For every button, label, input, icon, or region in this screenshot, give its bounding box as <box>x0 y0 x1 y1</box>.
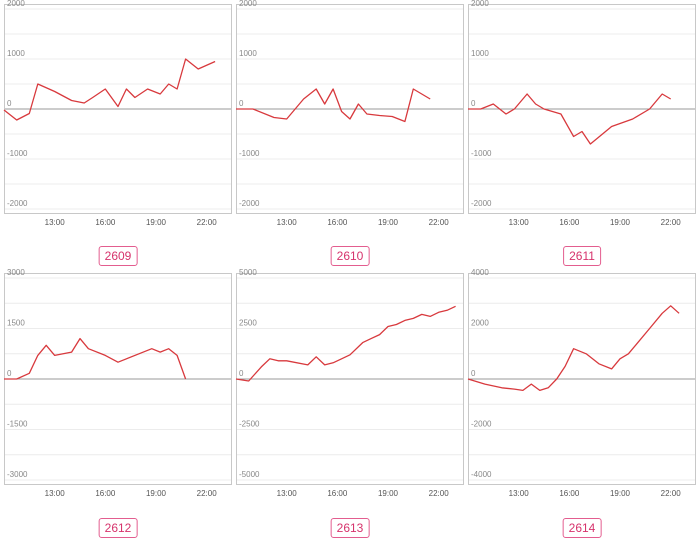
x-tick-label: 13:00 <box>45 489 66 498</box>
series-line <box>236 88 431 123</box>
x-tick-label: 19:00 <box>610 489 631 498</box>
chart-label-tag[interactable]: 2614 <box>562 518 602 538</box>
y-tick-label: 2000 <box>239 0 257 8</box>
y-tick-label: -5000 <box>239 470 260 479</box>
x-tick-label: 19:00 <box>378 218 399 227</box>
y-tick-label: 2000 <box>471 319 489 328</box>
chart-panel-2613: 5000 2500 0 -2500 -5000 13:00 16:00 19:00 22:00 <box>235 268 464 499</box>
series-line <box>3 58 216 121</box>
y-tick-label: 0 <box>7 369 12 378</box>
x-tick-label: 22:00 <box>661 218 682 227</box>
y-tick-label: 4000 <box>471 268 489 277</box>
x-tick-label: 13:00 <box>277 218 298 227</box>
y-tick-label: -2500 <box>239 420 260 429</box>
x-tick-label: 22:00 <box>429 218 450 227</box>
x-tick-label: 22:00 <box>197 489 218 498</box>
y-tick-label: 3000 <box>7 268 25 277</box>
x-tick-label: 13:00 <box>509 218 530 227</box>
y-tick-label: -1000 <box>7 149 28 158</box>
y-tick-label: 0 <box>239 369 244 378</box>
chart-svg-2611: 2000 1000 0 -1000 -2000 13:00 16:00 19:00 22:00 <box>468 0 696 227</box>
x-tick-label: 16:00 <box>327 489 348 498</box>
x-tick-label: 16:00 <box>559 218 580 227</box>
y-tick-label: -2000 <box>7 199 28 208</box>
x-tick-label: 16:00 <box>559 489 580 498</box>
x-tick-label: 19:00 <box>610 218 631 227</box>
chart-label-tag[interactable]: 2612 <box>98 518 138 538</box>
y-tick-label: 0 <box>239 99 244 108</box>
x-tick-label: 16:00 <box>95 218 116 227</box>
y-tick-label: -3000 <box>7 470 28 479</box>
y-tick-label: 2500 <box>239 319 257 328</box>
plot-frame <box>4 4 232 214</box>
series-line <box>235 305 456 382</box>
chart-svg-2613: 5000 2500 0 -2500 -5000 13:00 16:00 19:00 22:00 <box>235 268 464 498</box>
chart-panel-2609: 2000 1000 0 -1000 -2000 13:00 16:00 19:00 22:00 <box>3 0 232 228</box>
x-tick-label: 19:00 <box>146 489 167 498</box>
x-tick-label: 22:00 <box>661 489 682 498</box>
x-tick-label: 13:00 <box>277 489 298 498</box>
chart-svg-2609: 2000 1000 0 -1000 -2000 13:00 16:00 19:00 22:00 <box>3 0 232 227</box>
chart-svg-2610: 2000 1000 0 -1000 -2000 13:00 16:00 19:00 22:00 <box>236 0 464 227</box>
y-tick-label: -2000 <box>471 420 492 429</box>
chart-svg-2612: 3000 1500 0 -1500 -3000 13:00 16:00 19:00 22:00 <box>4 268 232 498</box>
chart-label-tag[interactable]: 2609 <box>98 246 138 266</box>
chart-panel-2614: 4000 2000 0 -2000 -4000 13:00 16:00 19:00 22:00 <box>467 268 696 499</box>
x-tick-label: 22:00 <box>197 218 218 227</box>
chart-svg-2614: 4000 2000 0 -2000 -4000 13:00 16:00 19:00 22:00 <box>467 268 696 498</box>
y-tick-label: 1500 <box>7 319 25 328</box>
x-tick-label: 16:00 <box>95 489 116 498</box>
series-line <box>467 305 680 392</box>
chart-label-tag[interactable]: 2613 <box>330 518 370 538</box>
x-tick-label: 13:00 <box>45 218 66 227</box>
x-tick-label: 19:00 <box>146 218 167 227</box>
series-line <box>468 93 672 145</box>
series-line <box>4 337 187 380</box>
y-tick-label: 2000 <box>471 0 489 8</box>
y-tick-label: -4000 <box>471 470 492 479</box>
y-tick-label: 0 <box>471 369 476 378</box>
y-tick-label: -1000 <box>239 149 260 158</box>
x-tick-label: 16:00 <box>327 218 348 227</box>
y-tick-label: 0 <box>471 99 476 108</box>
y-tick-label: -1000 <box>471 149 492 158</box>
chart-label-tag[interactable]: 2610 <box>330 246 370 266</box>
x-tick-label: 13:00 <box>509 489 530 498</box>
chart-label-tag[interactable]: 2611 <box>563 246 601 266</box>
chart-panel-2610: 2000 1000 0 -1000 -2000 13:00 16:00 19:00 22:00 <box>236 0 464 228</box>
x-tick-label: 22:00 <box>429 489 450 498</box>
y-tick-label: 1000 <box>239 49 257 58</box>
y-tick-label: -2000 <box>471 199 492 208</box>
y-tick-label: 0 <box>7 99 12 108</box>
y-tick-label: 2000 <box>7 0 25 8</box>
x-tick-label: 19:00 <box>378 489 399 498</box>
y-tick-label: 1000 <box>471 49 489 58</box>
y-tick-label: 1000 <box>7 49 25 58</box>
y-tick-label: 5000 <box>239 268 257 277</box>
y-tick-label: -1500 <box>7 420 28 429</box>
chart-panel-2612: 3000 1500 0 -1500 -3000 13:00 16:00 19:00 22:00 <box>4 268 232 499</box>
y-tick-label: -2000 <box>239 199 260 208</box>
chart-panel-2611: 2000 1000 0 -1000 -2000 13:00 16:00 19:00 22:00 <box>468 0 696 228</box>
